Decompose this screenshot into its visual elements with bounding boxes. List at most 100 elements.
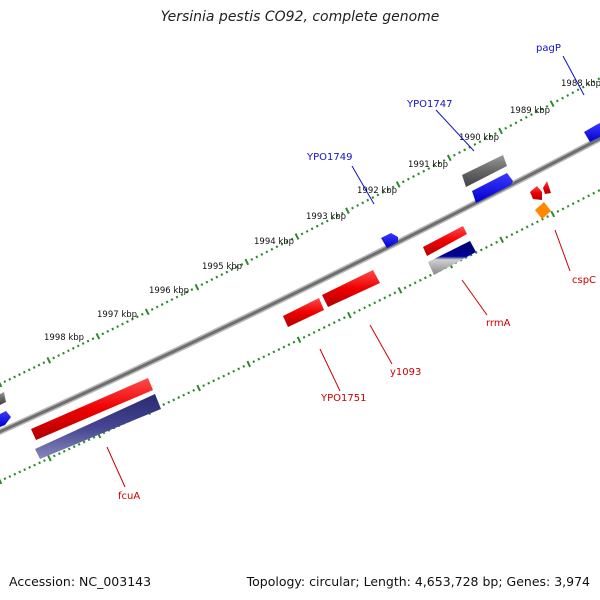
major-tick bbox=[397, 287, 403, 294]
minor-tick bbox=[388, 293, 392, 297]
minor-tick bbox=[227, 372, 231, 376]
minor-tick bbox=[393, 291, 397, 295]
minor-tick bbox=[546, 215, 549, 219]
gene-label-YPO1747[interactable]: YPO1747 bbox=[406, 99, 452, 110]
minor-tick bbox=[473, 143, 477, 146]
gene-label-YPO1751[interactable]: YPO1751 bbox=[320, 393, 366, 404]
feature-cspC-2[interactable] bbox=[543, 181, 551, 194]
minor-tick bbox=[260, 252, 264, 256]
minor-tick bbox=[429, 273, 432, 277]
minor-tick bbox=[38, 461, 41, 465]
minor-tick bbox=[368, 303, 371, 307]
minor-tick bbox=[265, 250, 269, 254]
accession-text: Accession: NC_003143 bbox=[9, 574, 152, 589]
minor-tick bbox=[257, 357, 261, 361]
minor-tick bbox=[62, 449, 66, 453]
minor-tick bbox=[391, 185, 395, 189]
minor-tick bbox=[490, 243, 493, 247]
minor-tick bbox=[23, 468, 27, 472]
minor-tick bbox=[111, 327, 115, 331]
minor-tick bbox=[524, 115, 528, 119]
minor-tick bbox=[52, 454, 56, 458]
minor-tick bbox=[177, 396, 181, 399]
minor-tick bbox=[535, 110, 538, 114]
minor-tick bbox=[437, 161, 441, 165]
feature-fcuA-red[interactable] bbox=[31, 378, 153, 440]
minor-tick bbox=[18, 470, 22, 474]
minor-tick bbox=[277, 348, 281, 351]
minor-tick bbox=[77, 442, 81, 446]
kbp-label: 1990 kbp bbox=[459, 133, 499, 143]
gene-label-cspC[interactable]: cspC bbox=[572, 275, 596, 286]
minor-tick bbox=[131, 317, 134, 321]
minor-tick bbox=[255, 255, 259, 259]
feature-YPO1749[interactable] bbox=[381, 233, 398, 248]
minor-tick bbox=[353, 311, 356, 315]
minor-tick bbox=[408, 283, 412, 287]
feature-left-grey[interactable] bbox=[0, 392, 6, 405]
minor-tick bbox=[106, 329, 110, 333]
minor-tick bbox=[190, 288, 194, 292]
minor-tick bbox=[413, 281, 417, 285]
feature-orange[interactable] bbox=[535, 202, 551, 219]
minor-tick bbox=[351, 206, 354, 210]
reverse-features bbox=[31, 181, 551, 459]
gene-label-YPO1749[interactable]: YPO1749 bbox=[306, 152, 352, 163]
minor-tick bbox=[407, 177, 410, 181]
genome-backbone bbox=[0, 135, 600, 436]
minor-tick bbox=[222, 374, 226, 378]
minor-tick bbox=[126, 320, 129, 324]
gene-label-pagP[interactable]: pagP bbox=[536, 43, 561, 54]
minor-tick bbox=[366, 198, 370, 202]
minor-tick bbox=[485, 245, 488, 249]
minor-tick bbox=[3, 477, 7, 481]
minor-tick bbox=[182, 393, 186, 397]
minor-tick bbox=[417, 172, 420, 176]
minor-tick bbox=[530, 222, 534, 226]
minor-tick bbox=[76, 344, 80, 348]
minor-tick bbox=[22, 370, 26, 374]
outer-tick-ring bbox=[0, 77, 600, 388]
minor-tick bbox=[175, 295, 179, 299]
major-tick bbox=[345, 207, 350, 214]
gene-label-rrmA[interactable]: rrmA bbox=[486, 318, 511, 329]
kbp-label: 1993 kbp bbox=[306, 212, 346, 222]
feature-YPO1751[interactable] bbox=[283, 298, 324, 327]
feature-left-blue[interactable] bbox=[0, 411, 11, 427]
major-tick bbox=[499, 236, 504, 244]
minor-tick bbox=[67, 349, 70, 353]
minor-tick bbox=[423, 276, 427, 280]
feature-rrmA-red[interactable] bbox=[423, 226, 467, 256]
minor-tick bbox=[343, 316, 346, 320]
minor-tick bbox=[13, 375, 16, 379]
kbp-label: 1992 kbp bbox=[357, 186, 397, 196]
minor-tick bbox=[577, 199, 580, 203]
gene-label-fcuA[interactable]: fcuA bbox=[118, 491, 140, 502]
feature-cspC-1[interactable] bbox=[530, 186, 542, 200]
major-tick bbox=[0, 381, 3, 388]
minor-tick bbox=[81, 342, 85, 345]
feature-pagP[interactable] bbox=[584, 123, 600, 142]
gene-label-y1093[interactable]: y1093 bbox=[390, 367, 421, 378]
minor-tick bbox=[242, 364, 246, 368]
minor-tick bbox=[302, 335, 306, 339]
feature-YPO1747-grey[interactable] bbox=[462, 155, 507, 187]
feature-YPO1747-blue[interactable] bbox=[472, 173, 513, 203]
minor-tick bbox=[356, 204, 359, 207]
major-tick bbox=[95, 332, 101, 340]
minor-tick bbox=[237, 367, 241, 371]
major-tick bbox=[296, 336, 302, 344]
minor-tick bbox=[185, 290, 189, 294]
feature-fcuA-navy[interactable] bbox=[35, 394, 161, 459]
feature-y1093[interactable] bbox=[322, 270, 380, 307]
minor-tick bbox=[37, 363, 41, 367]
minor-tick bbox=[505, 235, 509, 239]
minor-tick bbox=[566, 204, 570, 208]
major-tick bbox=[294, 233, 300, 240]
minor-tick bbox=[82, 440, 86, 444]
minor-tick bbox=[540, 107, 544, 111]
feature-rrmA-rRNA[interactable] bbox=[428, 241, 476, 275]
minor-tick bbox=[300, 232, 304, 236]
minor-tick bbox=[536, 220, 539, 224]
minor-tick bbox=[62, 351, 65, 355]
